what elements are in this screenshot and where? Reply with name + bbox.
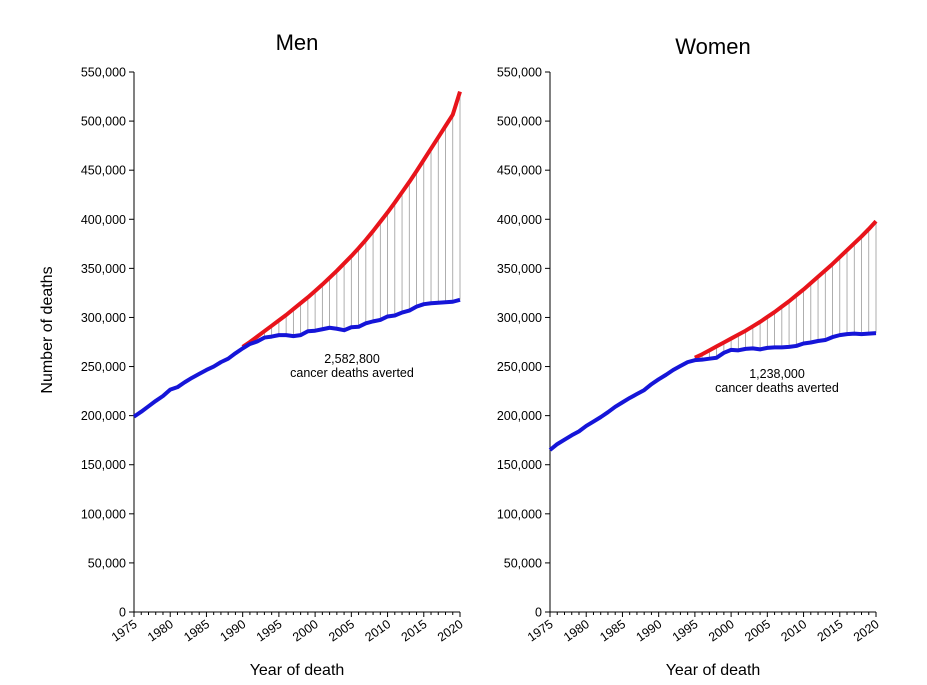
y-tick-label: 100,000 <box>81 507 126 521</box>
x-axis-title: Year of death <box>666 662 761 679</box>
y-tick-label: 50,000 <box>504 556 542 570</box>
y-tick-label: 150,000 <box>81 458 126 472</box>
x-tick-label: 1980 <box>561 617 592 644</box>
y-tick-label: 400,000 <box>81 213 126 227</box>
x-tick-label: 2005 <box>742 617 773 644</box>
y-tick-label: 0 <box>119 606 126 620</box>
y-tick-label: 100,000 <box>497 507 542 521</box>
averted-count: 1,238,000 <box>749 367 805 381</box>
x-tick-label: 2010 <box>778 617 809 644</box>
x-tick-label: 2015 <box>399 617 430 644</box>
x-tick-label: 2020 <box>851 617 882 644</box>
x-tick-label: 2000 <box>706 617 737 644</box>
x-tick-label: 2010 <box>362 617 393 644</box>
x-tick-label: 1990 <box>218 617 249 644</box>
x-tick-label: 1995 <box>254 617 285 644</box>
panel-men: Men 0 50,000 100,000 150,000 200,000 250,000 30… <box>81 30 466 679</box>
y-tick-label: 450,000 <box>81 164 126 178</box>
x-axis-title: Year of death <box>250 662 345 679</box>
y-tick-label: 300,000 <box>81 311 126 325</box>
y-axis-title: Number of deaths <box>39 266 56 393</box>
y-tick-label: 250,000 <box>81 360 126 374</box>
y-tick-label: 350,000 <box>497 262 542 276</box>
panel-women: Women 0 50,000 100,000 150,000 200,000 250,000… <box>497 34 882 679</box>
x-tick-label: 2015 <box>815 617 846 644</box>
y-tick-label: 400,000 <box>497 213 542 227</box>
x-tick-label: 1985 <box>181 617 212 644</box>
y-tick-label: 500,000 <box>81 115 126 129</box>
x-tick-label: 2000 <box>290 617 321 644</box>
y-tick-label: 450,000 <box>497 164 542 178</box>
y-tick-label: 200,000 <box>497 409 542 423</box>
x-tick-label: 2005 <box>326 617 357 644</box>
y-tick-label: 50,000 <box>88 556 126 570</box>
y-tick-label: 350,000 <box>81 262 126 276</box>
actual-deaths-line <box>548 331 877 452</box>
expected-deaths-line <box>241 91 462 349</box>
x-tick-label: 1995 <box>670 617 701 644</box>
y-tick-label: 550,000 <box>81 66 126 80</box>
y-tick-label: 150,000 <box>497 458 542 472</box>
panel-title: Men <box>276 30 319 55</box>
y-tick-label: 550,000 <box>497 66 542 80</box>
x-tick-label: 1975 <box>109 617 140 644</box>
averted-label: cancer deaths averted <box>715 381 839 395</box>
actual-deaths-line <box>132 297 461 419</box>
expected-deaths-line <box>694 219 878 360</box>
x-tick-label: 1980 <box>145 617 176 644</box>
y-tick-label: 0 <box>535 606 542 620</box>
panel-title: Women <box>675 34 750 59</box>
y-tick-label: 500,000 <box>497 115 542 129</box>
y-tick-label: 250,000 <box>497 360 542 374</box>
x-tick-label: 1985 <box>597 617 628 644</box>
averted-label: cancer deaths averted <box>290 366 414 380</box>
averted-count: 2,582,800 <box>324 352 380 366</box>
x-tick-label: 2020 <box>435 617 466 644</box>
x-tick-label: 1975 <box>525 617 556 644</box>
x-tick-label: 1990 <box>634 617 665 644</box>
y-tick-label: 300,000 <box>497 311 542 325</box>
y-tick-label: 200,000 <box>81 409 126 423</box>
